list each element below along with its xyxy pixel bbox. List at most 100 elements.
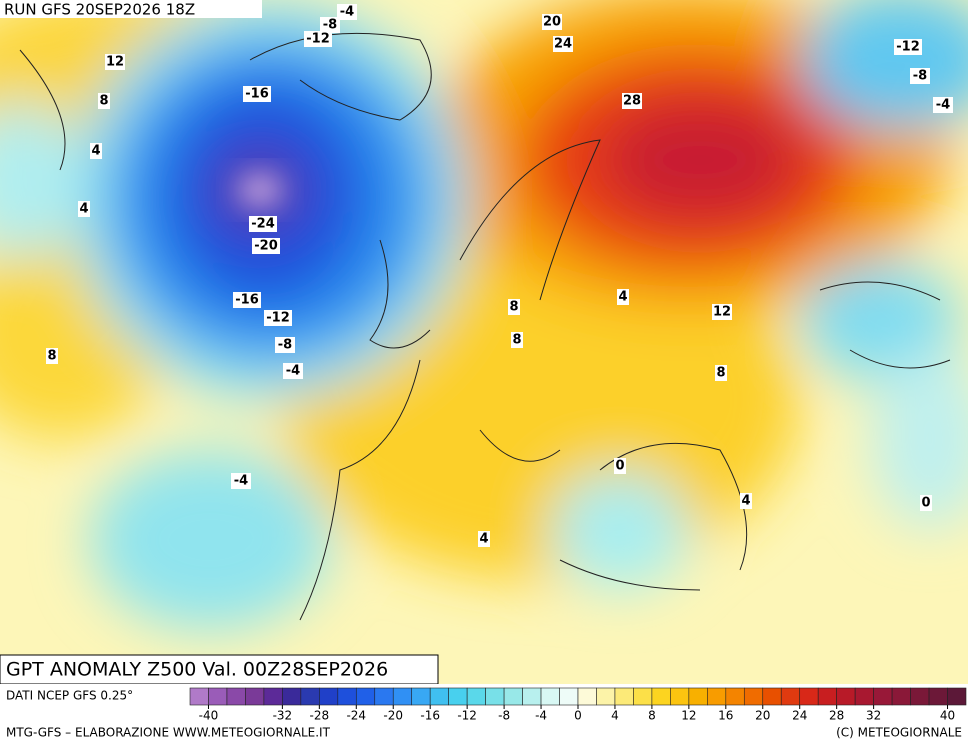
colorbar-tick-label: -16 [420,709,440,723]
contour-label: -16 [235,293,259,308]
colorbar-box [429,687,449,706]
colorbar-box [319,687,339,706]
colorbar-box [873,687,893,706]
colorbar-tick-label: -28 [310,709,330,723]
contour-label: 8 [509,300,518,315]
colorbar-box [799,687,819,706]
colorbar-box [559,687,579,706]
label-bg [920,495,932,511]
source-label: DATI NCEP GFS 0.25° [6,689,133,703]
contour-label: -8 [913,69,927,84]
run-label: RUN GFS 20SEP2026 18Z [4,1,195,19]
colorbar-box [466,687,486,706]
contour-label: -4 [286,364,300,379]
label-bg [243,86,271,102]
colorbar-box [208,687,228,706]
colorbar-tick-label: 20 [755,709,770,723]
colorbar-tick-label: 0 [574,709,582,723]
label-bg [252,238,280,254]
colorbar-box [485,687,505,706]
contour-label: -12 [896,40,920,55]
label-bg [105,54,125,70]
label-bg [894,39,922,55]
colorbar-box [577,687,597,706]
contour-label: 4 [91,144,100,159]
label-bg [233,292,261,308]
label-bg [90,143,102,159]
colorbar-tick-label: 12 [681,709,696,723]
colorbar-box [633,687,653,706]
label-bg [264,310,292,326]
contour-label: -8 [278,338,292,353]
label-bg [715,365,727,381]
colorbar-box [355,687,376,706]
colorbar-tick-label: 28 [829,709,844,723]
contour-label: -12 [266,311,290,326]
label-bg [249,216,277,232]
colorbar-box [374,687,394,706]
label-bg [712,304,732,320]
colorbar-box [836,687,856,706]
label-bg [283,363,303,379]
contour-label: -24 [251,217,275,232]
label-bg [337,4,357,20]
contour-label: -8 [323,18,337,33]
colorbar-box [817,687,837,706]
colorbar-tick-label: -8 [498,709,510,723]
colorbar-box [614,687,634,706]
colorbar-box [392,687,413,706]
label-bg [98,93,110,109]
colorbar-box [503,687,523,706]
colorbar-tick-label: 16 [718,709,733,723]
credit-left: MTG-GFS – ELABORAZIONE WWW.METEOGIORNALE… [6,726,331,740]
colorbar-box [688,687,708,706]
contour-label: 28 [623,94,641,109]
colorbar-box [780,687,801,706]
colorbar-tick-label: 4 [611,709,619,723]
label-bg [478,531,490,547]
label-bg [617,289,629,305]
contour-label: 4 [79,202,88,217]
label-bg [542,14,562,30]
colorbar-box [337,687,357,706]
colorbar-tick-label: 32 [866,709,881,723]
label-bg [275,337,295,353]
map-title: GPT ANOMALY Z500 Val. 00Z28SEP2026 [6,659,388,681]
coastlines [19,32,951,621]
colorbar-box [762,687,782,706]
contour-label: 0 [921,496,930,511]
colorbar-box [891,687,911,706]
label-bg [46,348,58,364]
colorbar-tick-label: -4 [535,709,547,723]
colorbar-tick-label: 40 [940,709,955,723]
colorbar-tick-label: -12 [457,709,477,723]
contour-label: 8 [512,333,521,348]
colorbar-tick-label: -24 [346,709,366,723]
colorbar-box [947,687,967,706]
label-bg [304,31,332,47]
colorbar-box [245,687,265,706]
colorbar-tick-label: 24 [792,709,807,723]
colorbar-box [670,687,690,706]
contour-label: 8 [716,366,725,381]
colorbar-box [707,687,727,706]
contour-label: 0 [615,459,624,474]
label-bg [910,68,930,84]
colorbar-box [651,687,671,706]
colorbar-box [928,687,948,706]
contour-label: -20 [254,239,278,254]
contour-label: -4 [340,5,354,20]
title-box [0,654,439,685]
colorbar-box [725,687,745,706]
contour-label: 8 [99,94,108,109]
colorbar-box [300,687,320,706]
colorbar-tick-label: 8 [648,709,656,723]
contour-label: 4 [618,290,627,305]
colorbar-box [226,687,246,706]
label-bg [511,332,523,348]
colorbar-box [411,687,431,706]
label-bg [553,36,573,52]
contour-label: -12 [306,32,330,47]
colorbar-box [189,687,209,706]
